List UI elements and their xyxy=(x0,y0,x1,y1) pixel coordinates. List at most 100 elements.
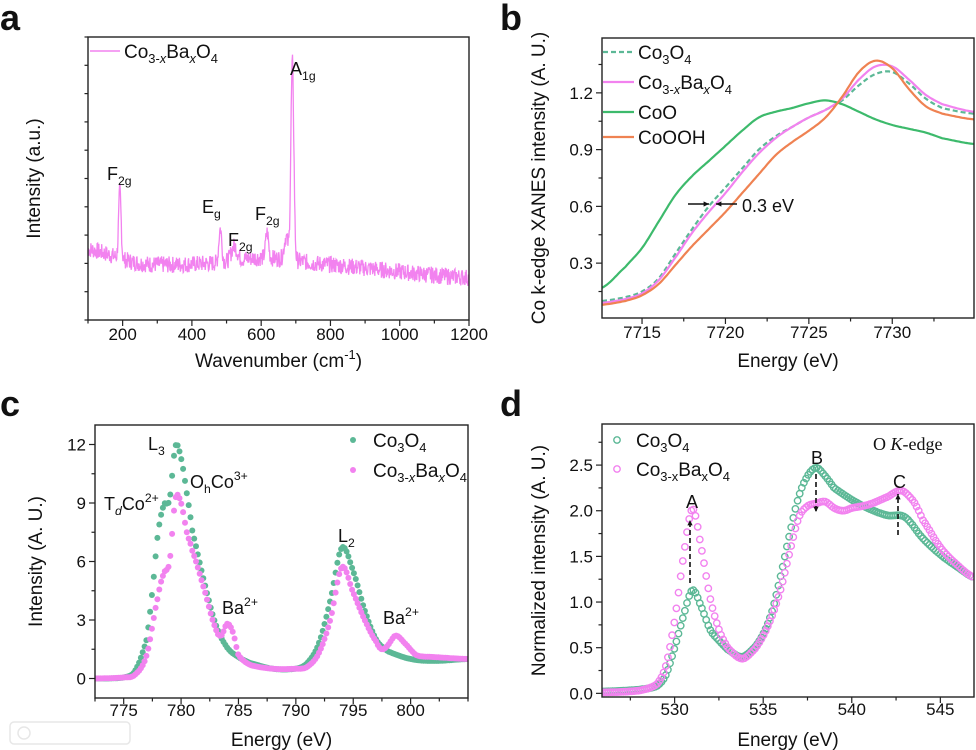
data-point xyxy=(193,558,199,565)
annotation-label-part: Co xyxy=(122,494,145,514)
data-point xyxy=(325,606,332,613)
legend-label-part: 4 xyxy=(723,469,730,484)
data-point xyxy=(176,448,183,455)
series-line xyxy=(602,99,974,289)
annotation-label-part: g xyxy=(214,207,221,221)
data-point xyxy=(668,652,676,661)
data-point xyxy=(672,604,681,613)
annotation-label-part: C xyxy=(893,472,906,492)
data-point xyxy=(785,550,793,559)
y-axis-label: Intensity (a.u.) xyxy=(24,118,45,238)
data-point xyxy=(772,599,781,608)
data-point xyxy=(704,584,713,593)
annotation-label-part: F xyxy=(228,230,239,250)
data-point xyxy=(139,649,146,656)
x-tick-label: 7720 xyxy=(707,323,745,342)
x-tick-label: 1200 xyxy=(450,325,488,344)
data-point xyxy=(757,635,766,643)
series-line xyxy=(88,54,469,286)
data-point xyxy=(150,615,157,621)
annotation-label: A xyxy=(686,492,698,512)
data-point xyxy=(178,500,185,507)
annotation-label-part: d xyxy=(115,504,123,518)
annotation-label: OhCo3+ xyxy=(190,469,248,496)
annotation-label-part: A xyxy=(290,59,302,79)
data-point xyxy=(220,628,227,635)
data-point xyxy=(178,456,185,463)
data-point xyxy=(189,547,196,554)
legend-label-part: O xyxy=(445,461,460,482)
data-point xyxy=(923,538,932,547)
data-point xyxy=(708,604,717,612)
data-point xyxy=(783,559,791,568)
data-point xyxy=(657,673,666,682)
y-tick-label: 9 xyxy=(77,494,86,513)
data-point xyxy=(152,553,159,560)
annotation-label-part: 2g xyxy=(239,240,253,254)
annotation-label-part: 2g xyxy=(266,214,280,228)
watermark-logo xyxy=(9,721,131,745)
legend-label-part: x xyxy=(702,82,710,97)
legend-label-part: O xyxy=(708,460,723,481)
data-point xyxy=(783,542,791,551)
x-axis-label-part: Energy (eV) xyxy=(737,730,838,750)
y-tick-label: 2.0 xyxy=(569,502,593,521)
data-point xyxy=(664,653,672,662)
data-point xyxy=(793,496,802,505)
x-tick-label: 535 xyxy=(749,700,777,719)
annotation-label-part: 2 xyxy=(348,536,355,550)
data-point xyxy=(672,637,681,646)
data-point xyxy=(150,573,157,580)
x-tick-label: 7725 xyxy=(790,323,828,342)
data-point xyxy=(321,636,328,642)
annotation-label-part: 2+ xyxy=(244,595,258,609)
plot-area xyxy=(602,463,974,697)
panel-label: c xyxy=(0,383,20,424)
x-tick-label: 785 xyxy=(224,701,252,720)
legend-label-part: 4 xyxy=(211,51,218,66)
annotation-label: Ba2+ xyxy=(383,605,419,628)
legend-label-part: Co xyxy=(124,42,148,63)
legend-label-part: 3 xyxy=(397,440,404,455)
data-point xyxy=(328,610,335,616)
data-point xyxy=(189,527,196,534)
plot-frame xyxy=(601,423,975,698)
data-point xyxy=(674,588,683,597)
plot-area xyxy=(95,442,468,682)
y-tick-label: 6 xyxy=(77,553,86,572)
y-axis-label-part: Intensity (a.u.) xyxy=(24,118,45,238)
data-point xyxy=(683,599,691,607)
data-point xyxy=(761,627,770,635)
data-point xyxy=(902,514,910,522)
legend-label-part: x xyxy=(408,470,416,485)
annotation-label-part: 3+ xyxy=(234,469,248,483)
data-point xyxy=(148,625,155,632)
legend-label: Co3O4 xyxy=(373,431,426,455)
data-point xyxy=(185,535,192,542)
legend-label-part: 4 xyxy=(684,52,691,67)
y-tick-label: 3 xyxy=(77,611,86,630)
data-point xyxy=(169,472,176,479)
data-point xyxy=(746,649,755,657)
data-point xyxy=(165,499,172,506)
data-point xyxy=(191,553,198,559)
data-point xyxy=(198,577,205,584)
annotation-label-part: Ba xyxy=(222,598,245,618)
x-axis-label-part: Energy (eV) xyxy=(231,730,332,750)
data-point xyxy=(766,613,774,622)
data-point xyxy=(719,635,728,644)
data-point xyxy=(336,551,343,558)
data-point xyxy=(727,647,736,656)
data-point xyxy=(207,610,214,617)
data-point xyxy=(927,543,936,551)
data-point xyxy=(327,617,333,624)
y-axis-label-part: Intensity (A. U.) xyxy=(26,496,47,627)
data-point xyxy=(661,662,670,670)
panel-label: d xyxy=(500,383,522,424)
panel-b: b 7715 7720 7725 7730 0.3 0.6 0.9 1.2 xyxy=(500,0,975,342)
data-point xyxy=(681,543,689,551)
annotation-label: O K-edge xyxy=(873,434,943,454)
data-point xyxy=(182,477,188,484)
shift-arrow-right-head xyxy=(703,201,709,207)
